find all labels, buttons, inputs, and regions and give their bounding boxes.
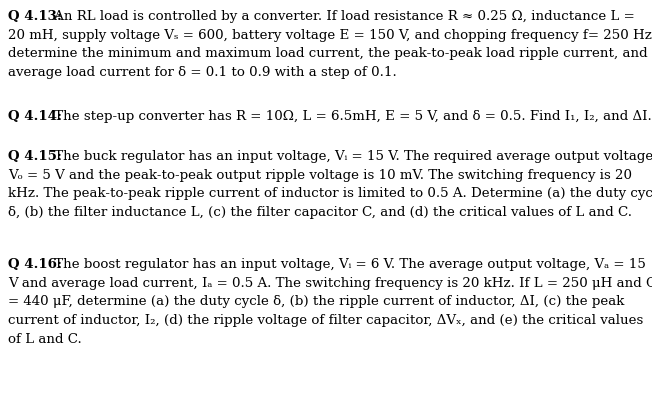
Text: Q 4.16:: Q 4.16:	[8, 258, 62, 271]
Text: Q 4.13:: Q 4.13:	[8, 10, 62, 23]
Text: Q 4.14:: Q 4.14:	[8, 110, 62, 123]
Text: V and average load current, Iₐ = 0.5 A. The switching frequency is 20 kHz. If L : V and average load current, Iₐ = 0.5 A. …	[8, 277, 652, 290]
Text: The step-up converter has R = 10Ω, L = 6.5mH, E = 5 V, and δ = 0.5. Find I₁, I₂,: The step-up converter has R = 10Ω, L = 6…	[50, 110, 651, 123]
Text: determine the minimum and maximum load current, the peak-to-peak load ripple cur: determine the minimum and maximum load c…	[8, 48, 647, 60]
Text: An RL load is controlled by a converter. If load resistance R ≈ 0.25 Ω, inductan: An RL load is controlled by a converter.…	[50, 10, 634, 23]
Text: of L and C.: of L and C.	[8, 333, 82, 346]
Text: = 440 μF, determine (a) the duty cycle δ, (b) the ripple current of inductor, ΔI: = 440 μF, determine (a) the duty cycle δ…	[8, 295, 625, 309]
Text: The buck regulator has an input voltage, Vᵢ = 15 V. The required average output : The buck regulator has an input voltage,…	[50, 150, 652, 163]
Text: Q 4.15:: Q 4.15:	[8, 150, 62, 163]
Text: δ, (b) the filter inductance L, (c) the filter capacitor C, and (d) the critical: δ, (b) the filter inductance L, (c) the …	[8, 206, 632, 219]
Text: kHz. The peak-to-peak ripple current of inductor is limited to 0.5 A. Determine : kHz. The peak-to-peak ripple current of …	[8, 187, 652, 201]
Text: Vₒ = 5 V and the peak-to-peak output ripple voltage is 10 mV. The switching freq: Vₒ = 5 V and the peak-to-peak output rip…	[8, 169, 632, 182]
Text: 20 mH, supply voltage Vₛ = 600, battery voltage E = 150 V, and chopping frequenc: 20 mH, supply voltage Vₛ = 600, battery …	[8, 29, 652, 42]
Text: current of inductor, I₂, (d) the ripple voltage of filter capacitor, ΔVₓ, and (e: current of inductor, I₂, (d) the ripple …	[8, 314, 644, 327]
Text: The boost regulator has an input voltage, Vᵢ = 6 V. The average output voltage, : The boost regulator has an input voltage…	[50, 258, 645, 271]
Text: average load current for δ = 0.1 to 0.9 with a step of 0.1.: average load current for δ = 0.1 to 0.9 …	[8, 66, 397, 79]
